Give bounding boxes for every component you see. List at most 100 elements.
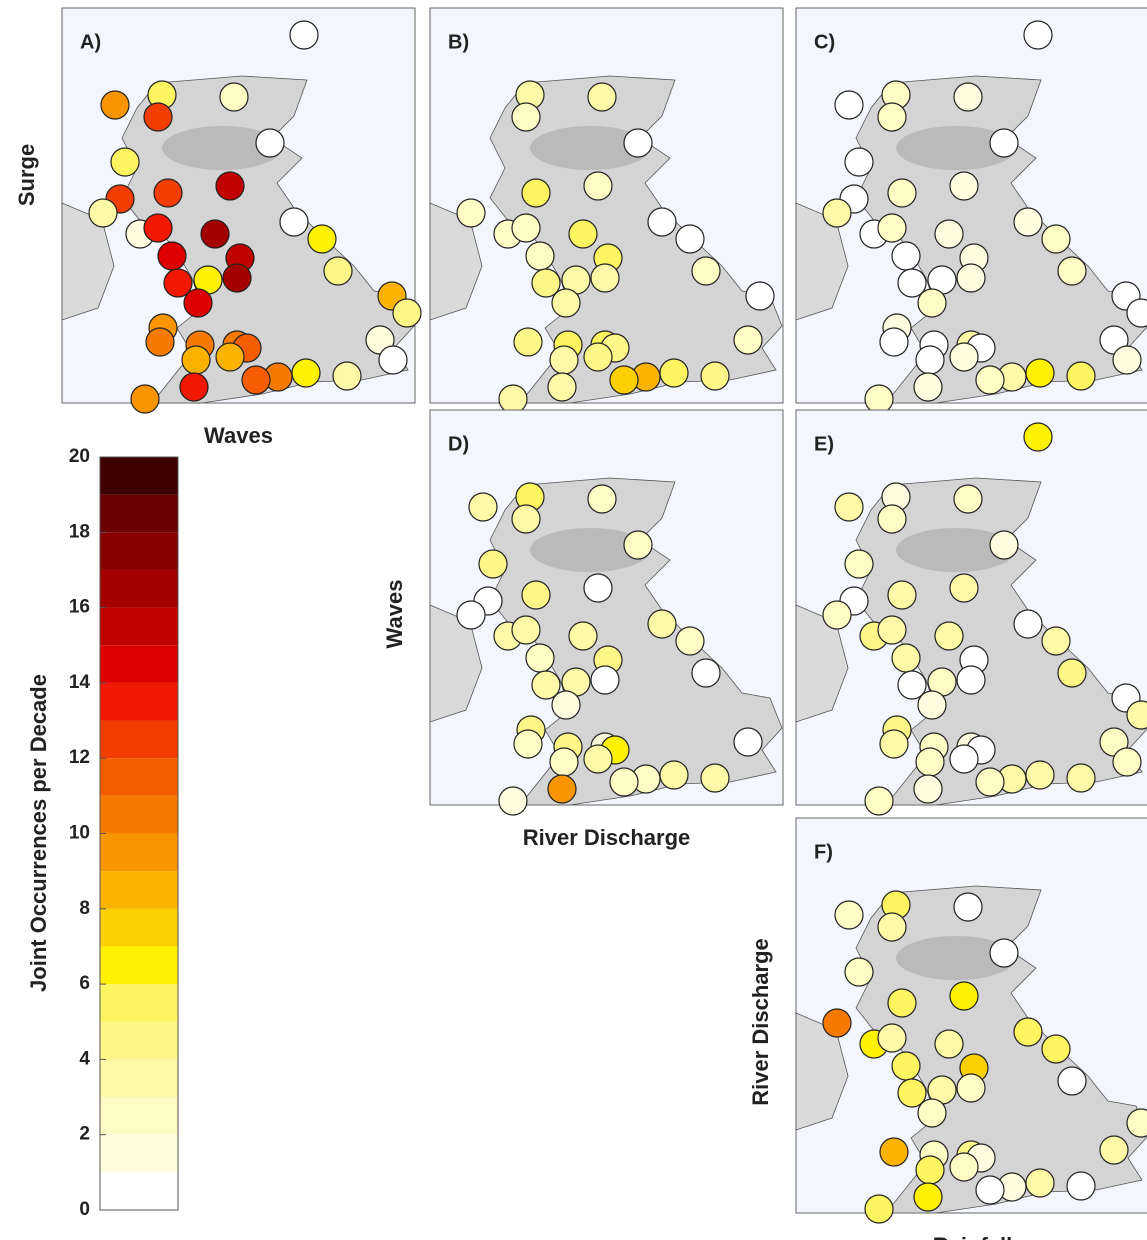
station (1026, 1169, 1054, 1197)
colorbar-tick-label: 0 (79, 1199, 90, 1220)
station (216, 343, 244, 371)
station (701, 764, 729, 792)
station (180, 373, 208, 401)
station (308, 225, 336, 253)
station (201, 220, 229, 248)
station (990, 531, 1018, 559)
station (1058, 1067, 1086, 1095)
station (550, 748, 578, 776)
station (393, 299, 421, 327)
colorbar-segment (100, 984, 178, 1022)
station (950, 982, 978, 1010)
station (512, 616, 540, 644)
station (1100, 1136, 1128, 1164)
colorbar-tick-label: 4 (79, 1048, 90, 1069)
x-axis-label: Rainfall (933, 1233, 1012, 1240)
station (111, 148, 139, 176)
panel-label: C) (814, 31, 835, 53)
colorbar-segment (100, 532, 178, 570)
station (916, 1156, 944, 1184)
colorbar-segment (100, 683, 178, 721)
panel-label: D) (448, 433, 469, 455)
station (692, 659, 720, 687)
station (1014, 208, 1042, 236)
station (292, 359, 320, 387)
station (845, 550, 873, 578)
station (892, 644, 920, 672)
station (648, 610, 676, 638)
station (701, 362, 729, 390)
station (146, 328, 174, 356)
station (479, 550, 507, 578)
station (878, 214, 906, 242)
station (242, 366, 270, 394)
station (935, 220, 963, 248)
station (914, 775, 942, 803)
station (588, 83, 616, 111)
station (548, 775, 576, 803)
station (865, 385, 893, 413)
station (1024, 423, 1052, 451)
colorbar-segment (100, 909, 178, 947)
station (1042, 1035, 1070, 1063)
station (888, 581, 916, 609)
colorbar-tick-label: 6 (79, 973, 90, 994)
page: A)WavesSurgeB)C)D)River DischargeWavesE)… (0, 0, 1147, 1240)
station (584, 574, 612, 602)
station (916, 346, 944, 374)
station (569, 220, 597, 248)
station (990, 129, 1018, 157)
station (950, 172, 978, 200)
figure: A)WavesSurgeB)C)D)River DischargeWavesE)… (0, 0, 1147, 1240)
station (935, 622, 963, 650)
colorbar-segment (100, 871, 178, 909)
station (526, 242, 554, 270)
station (154, 179, 182, 207)
station (1014, 610, 1042, 638)
station (892, 242, 920, 270)
station (101, 91, 129, 119)
station (514, 730, 542, 758)
station (954, 485, 982, 513)
station (950, 343, 978, 371)
station (1067, 764, 1095, 792)
station (290, 21, 318, 49)
station (591, 666, 619, 694)
station (734, 728, 762, 756)
station (845, 148, 873, 176)
station (916, 748, 944, 776)
station (746, 282, 774, 310)
y-axis-label: River Discharge (748, 938, 773, 1106)
station (845, 958, 873, 986)
station (584, 745, 612, 773)
station (256, 129, 284, 157)
station (1042, 225, 1070, 253)
station (220, 83, 248, 111)
station (526, 644, 554, 672)
station (552, 289, 580, 317)
station (1058, 257, 1086, 285)
station (569, 622, 597, 650)
station (880, 1138, 908, 1166)
colorbar-segment (100, 570, 178, 608)
station (469, 493, 497, 521)
station (588, 485, 616, 513)
station (976, 768, 1004, 796)
station (1042, 627, 1070, 655)
station (954, 83, 982, 111)
station (918, 1099, 946, 1127)
station (892, 1052, 920, 1080)
station (512, 505, 540, 533)
panel-label: B) (448, 31, 469, 53)
station (624, 129, 652, 157)
colorbar-segment (100, 796, 178, 834)
colorbar-label: Joint Occurrences per Decade (26, 674, 51, 992)
station (918, 289, 946, 317)
station (223, 264, 251, 292)
station (1026, 359, 1054, 387)
panel-label: A) (80, 31, 101, 53)
station (914, 373, 942, 401)
station (512, 103, 540, 131)
station (835, 91, 863, 119)
station (1113, 346, 1141, 374)
